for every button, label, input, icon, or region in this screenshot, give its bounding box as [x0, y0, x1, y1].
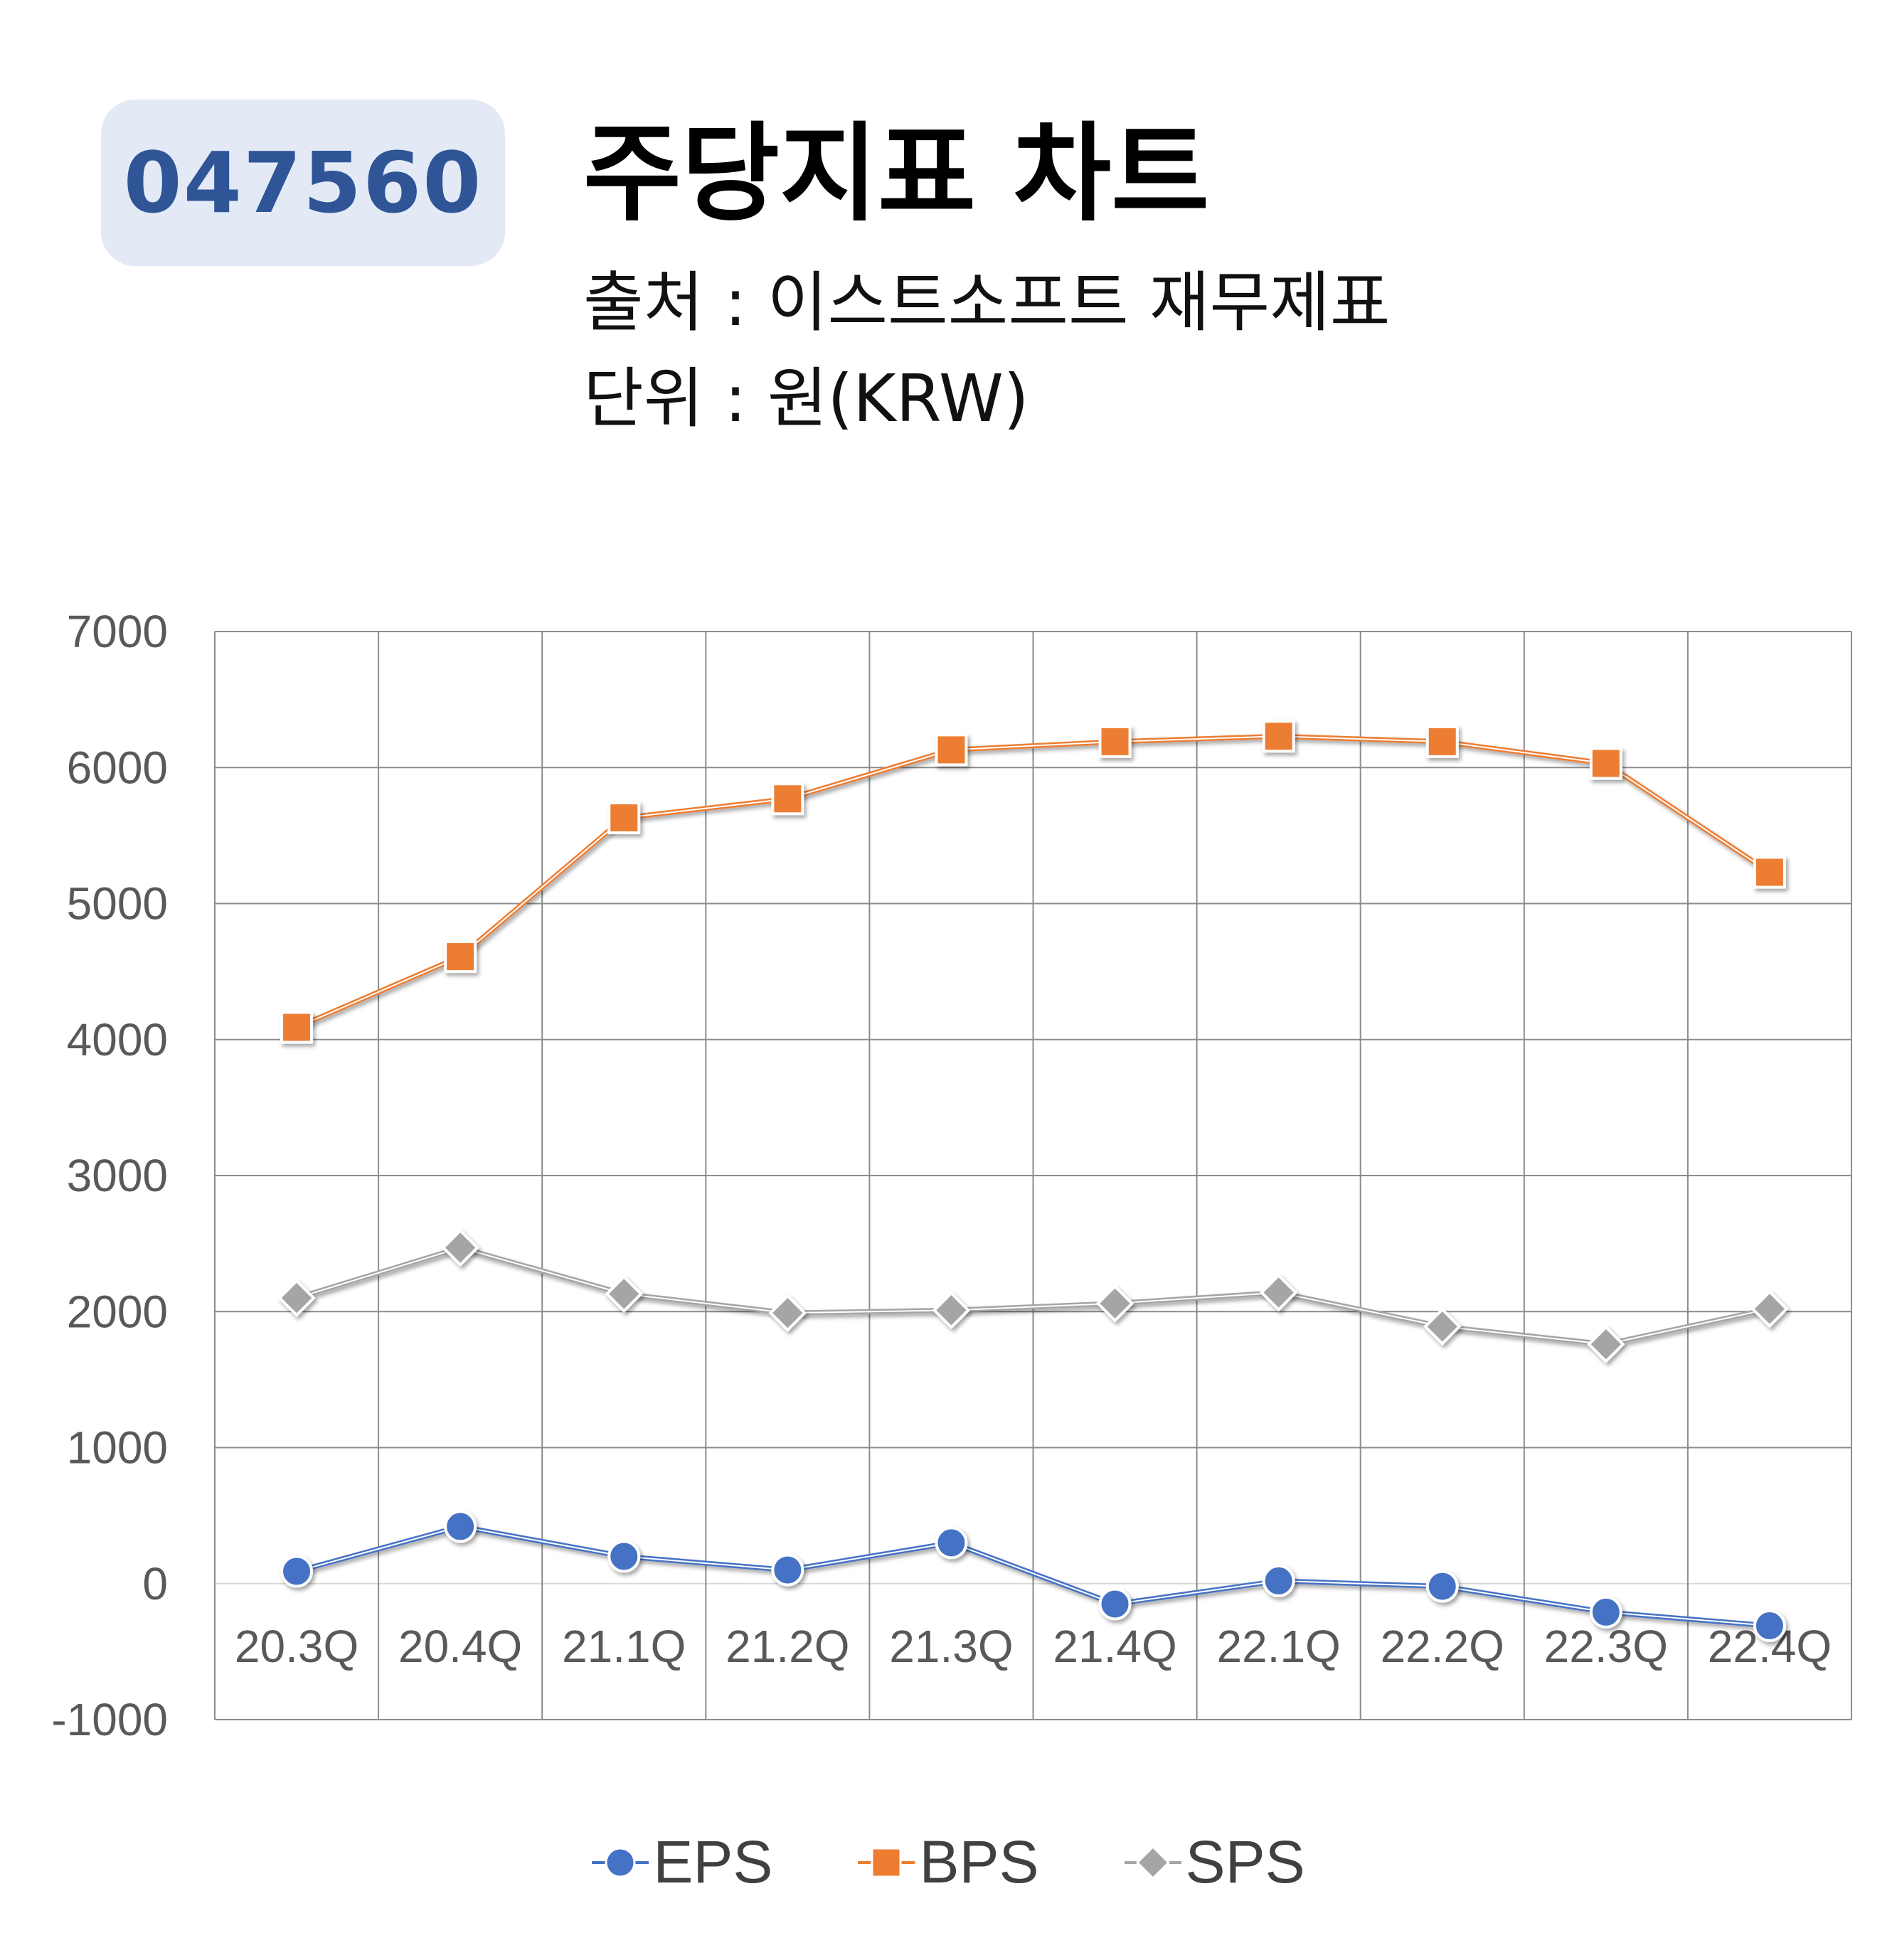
- x-tick-label: 21.2Q: [726, 1621, 849, 1672]
- series-eps: [280, 1510, 1786, 1643]
- chart-title: 주당지표 차트: [583, 112, 1210, 236]
- series-line-highlight: [296, 735, 1770, 1028]
- data-point-sps: [1750, 1289, 1789, 1328]
- series-bps: [280, 720, 1786, 1044]
- data-point-sps: [768, 1294, 807, 1332]
- y-tick-label: 4000: [67, 1014, 168, 1065]
- data-point-eps: [607, 1540, 641, 1573]
- series-line-highlight: [296, 1247, 1770, 1346]
- x-tick-label: 22.1Q: [1216, 1621, 1340, 1672]
- y-tick-label: 5000: [67, 878, 168, 930]
- x-tick-label: 22.3Q: [1544, 1621, 1668, 1672]
- x-tick-label: 20.4Q: [398, 1621, 522, 1672]
- legend-label-sps: SPS: [1185, 1828, 1305, 1895]
- y-tick-label: 7000: [67, 606, 168, 657]
- stock-code: 047560: [123, 134, 483, 232]
- data-point-bps: [607, 801, 641, 835]
- grid: [214, 631, 1852, 1720]
- legend-label-eps: EPS: [653, 1828, 773, 1895]
- source-note: 출처 : 이스트소프트 재무제표: [583, 265, 1391, 341]
- legend-item-bps: BPS: [858, 1828, 1039, 1897]
- y-tick-label: 6000: [67, 742, 168, 793]
- series-line-highlight: [296, 1525, 1770, 1627]
- data-point-sps: [1095, 1284, 1135, 1323]
- series-sps: [277, 1228, 1789, 1363]
- data-point-sps: [1259, 1273, 1298, 1312]
- data-point-eps: [771, 1553, 804, 1587]
- y-tick-label: 2000: [67, 1286, 168, 1337]
- data-point-eps: [1098, 1587, 1132, 1621]
- x-tick-label: 21.3Q: [889, 1621, 1013, 1672]
- data-point-sps: [1423, 1307, 1462, 1346]
- legend-marker-eps: [592, 1847, 649, 1878]
- data-point-eps: [935, 1526, 968, 1560]
- data-point-sps: [441, 1228, 479, 1267]
- series-layer: [277, 720, 1789, 1643]
- x-tick-label: 20.3Q: [235, 1621, 358, 1672]
- data-point-bps: [1262, 720, 1295, 753]
- data-point-sps: [277, 1279, 316, 1317]
- x-tick-label: 21.1Q: [562, 1621, 686, 1672]
- x-tick-label: 21.4Q: [1053, 1621, 1176, 1672]
- data-point-eps: [444, 1510, 477, 1543]
- data-point-bps: [1098, 725, 1132, 758]
- data-point-eps: [1753, 1609, 1786, 1643]
- data-point-bps: [935, 733, 968, 767]
- legend: EPS BPS SPS: [0, 1828, 1897, 1897]
- axes: 7000 6000 5000 4000 3000 2000 1000 0 -1000 20.3Q 2…: [51, 606, 1832, 1745]
- legend-item-eps: EPS: [592, 1828, 772, 1897]
- data-point-sps: [932, 1291, 971, 1330]
- legend-label-bps: BPS: [919, 1828, 1039, 1895]
- legend-marker-sps: [1124, 1845, 1181, 1880]
- y-tick-label: 3000: [67, 1150, 168, 1201]
- data-point-bps: [771, 782, 804, 816]
- y-tick-label: 0: [142, 1558, 168, 1609]
- data-point-eps: [280, 1555, 314, 1588]
- data-point-eps: [1262, 1564, 1295, 1597]
- data-point-eps: [1589, 1595, 1622, 1629]
- data-point-bps: [1425, 725, 1459, 758]
- y-tick-label: -1000: [51, 1694, 168, 1745]
- y-tick-label: 1000: [67, 1422, 168, 1474]
- legend-marker-bps: [858, 1847, 915, 1878]
- data-point-bps: [1589, 747, 1622, 780]
- data-point-sps: [605, 1274, 644, 1314]
- unit-note: 단위 : 원(KRW): [583, 361, 1029, 437]
- legend-item-sps: SPS: [1124, 1828, 1305, 1897]
- data-point-bps: [444, 940, 477, 974]
- data-point-eps: [1425, 1570, 1459, 1603]
- data-point-bps: [1753, 856, 1786, 889]
- stock-code-badge: 047560: [101, 100, 505, 266]
- x-tick-label: 22.2Q: [1381, 1621, 1504, 1672]
- data-point-sps: [1587, 1325, 1625, 1363]
- data-point-bps: [280, 1011, 314, 1044]
